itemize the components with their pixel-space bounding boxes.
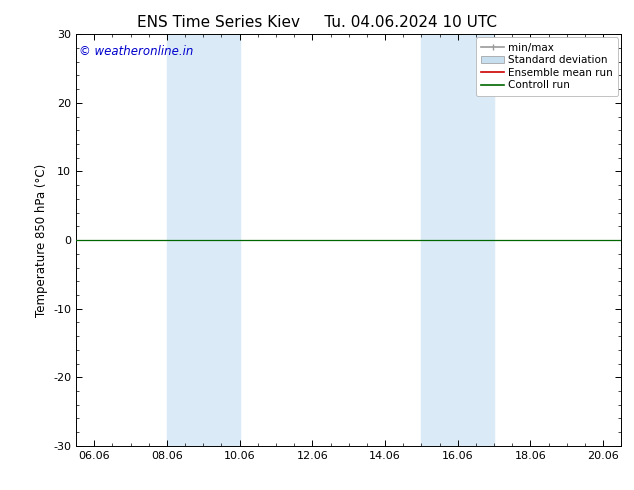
Bar <box>422 34 494 446</box>
Legend: min/max, Standard deviation, Ensemble mean run, Controll run: min/max, Standard deviation, Ensemble me… <box>476 37 618 96</box>
Text: © weatheronline.in: © weatheronline.in <box>79 45 193 58</box>
Text: ENS Time Series Kiev     Tu. 04.06.2024 10 UTC: ENS Time Series Kiev Tu. 04.06.2024 10 U… <box>137 15 497 30</box>
Y-axis label: Temperature 850 hPa (°C): Temperature 850 hPa (°C) <box>34 164 48 317</box>
Bar <box>167 34 240 446</box>
